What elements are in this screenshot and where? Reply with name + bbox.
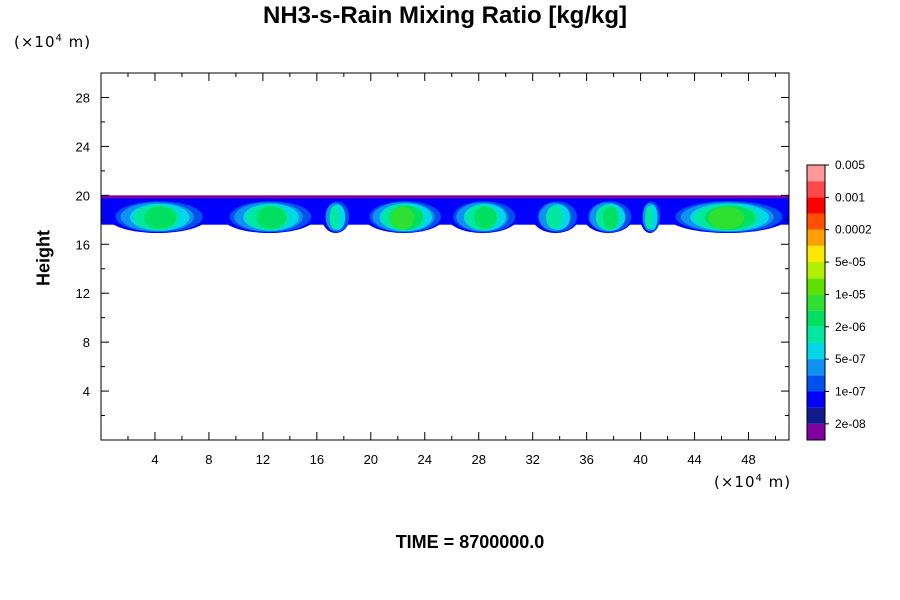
time-label: TIME = 8700000.0 <box>395 532 545 552</box>
colorbar-label: 5e-05 <box>835 255 866 269</box>
colorbar-label: 0.005 <box>835 158 865 172</box>
colorbar-label: 5e-07 <box>835 352 866 366</box>
colorbar-swatch <box>807 407 825 424</box>
plot-area <box>101 73 789 440</box>
colorbar-label: 1e-07 <box>835 384 866 398</box>
colorbar-swatch <box>807 342 825 360</box>
y-tick-label: 4 <box>83 384 90 399</box>
colorbar-swatch <box>807 262 825 279</box>
colorbar-swatch <box>807 294 825 311</box>
rain-cell-contour <box>329 205 340 230</box>
y-tick-label: 24 <box>76 139 90 154</box>
rain-cell-contour <box>546 205 563 230</box>
colorbar-label: 0.0002 <box>835 223 872 237</box>
colorbar-swatch <box>807 359 825 376</box>
colorbar-swatch <box>807 197 825 214</box>
rain-cell-contour <box>256 206 287 230</box>
x-tick-label: 28 <box>471 452 485 467</box>
colorbar-swatch <box>807 278 825 295</box>
x-tick-label: 12 <box>256 452 270 467</box>
x-tick-label: 4 <box>151 452 158 467</box>
plot-frame <box>100 72 790 441</box>
colorbar-label: 2e-08 <box>835 417 866 431</box>
x-tick-label: 24 <box>418 452 432 467</box>
colorbar-swatch <box>807 245 825 263</box>
colorbar-swatch <box>807 310 825 327</box>
x-tick-label: 36 <box>579 452 593 467</box>
colorbar-label: 1e-05 <box>835 287 866 301</box>
colorbar-swatch <box>807 423 825 440</box>
colorbar-swatch <box>807 213 825 230</box>
colorbar-swatch <box>807 326 825 343</box>
rain-cell-contour <box>645 205 653 230</box>
colorbar-swatch <box>807 181 825 198</box>
layer-envelope <box>101 195 789 200</box>
rain-cell-contour <box>390 206 415 230</box>
x-tick-label: 16 <box>310 452 324 467</box>
colorbar-label: 0.001 <box>835 190 865 204</box>
rain-cell-contour <box>144 206 177 230</box>
y-tick-label: 28 <box>76 90 90 105</box>
chart-title: NH3-s-Rain Mixing Ratio [kg/kg] <box>262 2 628 29</box>
y-tick-label: 20 <box>76 188 90 203</box>
y-tick-label: 12 <box>76 286 90 301</box>
rain-cell-contour <box>474 206 497 230</box>
colorbar-swatch <box>807 375 825 392</box>
colorbar-label: 2e-06 <box>835 320 866 334</box>
rain-cell-contour <box>603 206 619 230</box>
data-layer <box>101 195 789 234</box>
x-tick-label: 8 <box>205 452 212 467</box>
colorbar-frame <box>806 164 826 441</box>
x-tick-label: 40 <box>633 452 647 467</box>
x-tick-label: 44 <box>687 452 701 467</box>
x-tick-label: 48 <box>741 452 755 467</box>
y-tick-label: 16 <box>76 237 90 252</box>
x-tick-label: 32 <box>525 452 539 467</box>
x-tick-label: 20 <box>364 452 378 467</box>
rain-cell-contour <box>708 206 745 230</box>
x-axis-unit: (×104 m) <box>714 473 792 491</box>
colorbar-swatch <box>807 229 825 246</box>
y-tick-label: 8 <box>83 335 90 350</box>
y-axis-unit: (×104 m) <box>14 33 92 51</box>
colorbar-swatch <box>807 391 825 408</box>
colorbar-swatch <box>807 165 825 182</box>
